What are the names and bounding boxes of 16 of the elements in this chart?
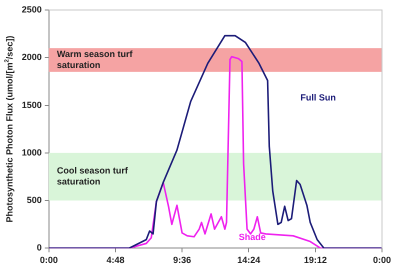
x-tick-label: 4:48 <box>106 255 124 266</box>
y-tick-label: 1500 <box>22 100 42 110</box>
band-label: Warm season turf saturation <box>56 49 134 70</box>
x-tick-label: 14:24 <box>237 255 260 266</box>
band-label: Cool season turf saturation <box>56 166 129 187</box>
y-tick-label: 2000 <box>22 52 42 62</box>
text: Full Sun <box>300 92 336 103</box>
x-tick-label: 9:36 <box>173 255 192 266</box>
y-tick-label: 500 <box>26 195 42 206</box>
x-tick-label: 0:00 <box>40 255 58 266</box>
y-tick-label: 0 <box>36 242 42 253</box>
series-label: Shade <box>238 232 266 242</box>
x-tick-label: 0:00 <box>372 255 392 266</box>
y-tick-label: 1000 <box>22 147 42 158</box>
y-tick-label: 2500 <box>22 4 42 14</box>
x-tick-label: 19:12 <box>304 255 327 266</box>
